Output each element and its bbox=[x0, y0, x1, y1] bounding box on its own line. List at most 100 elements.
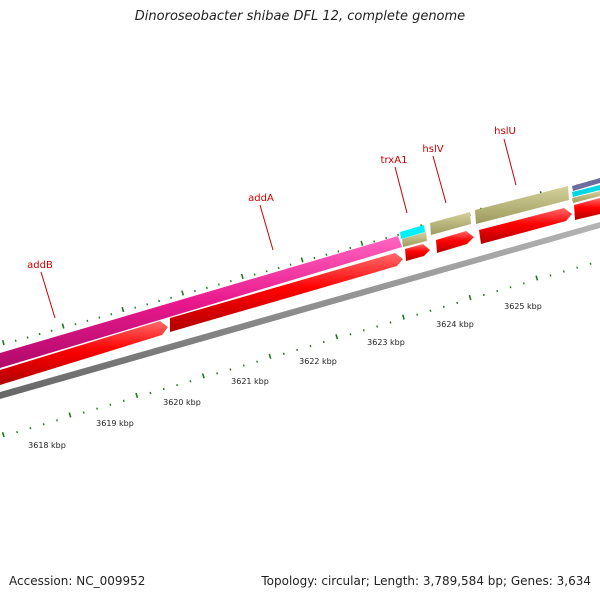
minor-tick bbox=[456, 301, 459, 305]
gene-label-trxA1: trxA1 bbox=[381, 155, 408, 166]
minor-tick bbox=[149, 391, 152, 395]
gene-labels: addB addA trxA1 hslV hslU bbox=[27, 126, 517, 319]
minor-tick bbox=[256, 360, 259, 363]
minor-tick bbox=[589, 262, 592, 265]
major-tick bbox=[121, 306, 125, 313]
minor-tick bbox=[242, 364, 245, 367]
minor-tick bbox=[253, 273, 256, 276]
gene-label-hslU: hslU bbox=[494, 126, 516, 137]
kbp-label: 3624 kbp bbox=[436, 320, 474, 329]
minor-tick bbox=[86, 319, 89, 323]
major-tick bbox=[360, 240, 364, 246]
minor-tick bbox=[16, 431, 18, 434]
major-tick bbox=[468, 294, 472, 301]
kbp-scale-track bbox=[1, 262, 592, 438]
major-tick bbox=[135, 392, 139, 399]
minor-tick bbox=[74, 323, 77, 326]
kbp-label: 3621 kbp bbox=[231, 377, 269, 386]
kbp-label: 3618 kbp bbox=[28, 441, 66, 450]
minor-tick bbox=[134, 306, 137, 309]
minor-tick bbox=[29, 426, 32, 430]
minor-tick bbox=[216, 372, 219, 375]
minor-tick bbox=[309, 344, 312, 348]
cds-arrow-hslU bbox=[479, 208, 572, 244]
major-tick bbox=[335, 334, 339, 340]
feature-right-edge-band bbox=[572, 178, 600, 203]
kbp-label: 3622 kbp bbox=[299, 357, 337, 366]
minor-tick bbox=[146, 303, 149, 306]
minor-tick bbox=[96, 407, 99, 410]
minor-tick bbox=[42, 423, 45, 426]
minor-tick bbox=[229, 279, 232, 283]
minor-tick bbox=[229, 368, 232, 371]
gene-label-addA: addA bbox=[248, 193, 274, 204]
minor-tick bbox=[385, 237, 388, 240]
major-tick bbox=[401, 314, 405, 320]
minor-tick bbox=[14, 339, 17, 342]
minor-tick bbox=[217, 283, 220, 286]
cds-arrow-addB bbox=[0, 321, 168, 385]
minor-tick bbox=[496, 289, 499, 293]
minor-tick bbox=[325, 253, 328, 256]
minor-tick bbox=[362, 329, 365, 332]
kbp-labels: 3618 kbp 3619 kbp 3620 kbp 3621 kbp 3622… bbox=[28, 302, 542, 450]
cds-arrow-hslV bbox=[436, 231, 474, 253]
minor-tick bbox=[162, 387, 165, 391]
minor-tick bbox=[576, 266, 579, 269]
minor-tick bbox=[416, 313, 419, 316]
major-tick bbox=[181, 290, 185, 296]
minor-tick bbox=[296, 348, 299, 352]
kbp-label: 3625 kbp bbox=[504, 302, 542, 311]
minor-tick bbox=[442, 305, 445, 308]
minor-tick bbox=[265, 270, 268, 273]
kbp-label: 3619 kbp bbox=[96, 419, 134, 428]
minor-tick bbox=[98, 316, 101, 319]
minor-tick bbox=[322, 340, 325, 344]
minor-tick bbox=[38, 332, 41, 336]
genome-summary-text: Topology: circular; Length: 3,789,584 bp… bbox=[261, 574, 591, 588]
minor-tick bbox=[549, 274, 552, 277]
major-tick bbox=[535, 275, 539, 281]
minor-tick bbox=[176, 383, 179, 387]
feature-trxA1-band bbox=[400, 225, 427, 247]
minor-tick bbox=[389, 321, 392, 324]
minor-tick bbox=[205, 286, 208, 290]
minor-tick bbox=[349, 333, 352, 336]
minor-tick bbox=[522, 282, 525, 285]
minor-tick bbox=[50, 329, 53, 332]
cds-arrow-right-edge bbox=[574, 198, 600, 220]
major-tick bbox=[1, 431, 5, 438]
major-tick bbox=[268, 353, 272, 359]
kbp-label: 3620 kbp bbox=[163, 398, 201, 407]
feature-hslV-band bbox=[430, 212, 471, 235]
minor-tick bbox=[349, 246, 352, 250]
minor-tick bbox=[277, 266, 280, 270]
minor-tick bbox=[337, 250, 340, 253]
minor-tick bbox=[110, 313, 113, 316]
minor-tick bbox=[122, 399, 125, 402]
gene-label-hslV: hslV bbox=[422, 144, 443, 155]
minor-tick bbox=[373, 240, 376, 243]
minor-tick bbox=[376, 325, 379, 328]
minor-tick bbox=[170, 296, 172, 299]
minor-tick bbox=[26, 336, 29, 339]
genome-backbone bbox=[0, 222, 600, 399]
major-tick bbox=[201, 373, 205, 379]
gene-label-addB: addB bbox=[27, 260, 53, 271]
minor-tick bbox=[56, 419, 58, 422]
cds-arrow-trxA1 bbox=[405, 244, 430, 261]
minor-tick bbox=[313, 256, 316, 260]
major-tick bbox=[300, 257, 304, 263]
feature-band-pink bbox=[0, 236, 402, 368]
minor-tick bbox=[429, 309, 432, 312]
minor-tick bbox=[189, 380, 192, 383]
minor-tick bbox=[282, 352, 285, 356]
minor-tick bbox=[397, 233, 400, 237]
accession-text: Accession: NC_009952 bbox=[9, 574, 146, 588]
minor-tick bbox=[194, 289, 196, 293]
minor-tick bbox=[158, 299, 161, 303]
major-tick bbox=[68, 412, 72, 418]
cds-arrow-addA bbox=[170, 253, 403, 332]
